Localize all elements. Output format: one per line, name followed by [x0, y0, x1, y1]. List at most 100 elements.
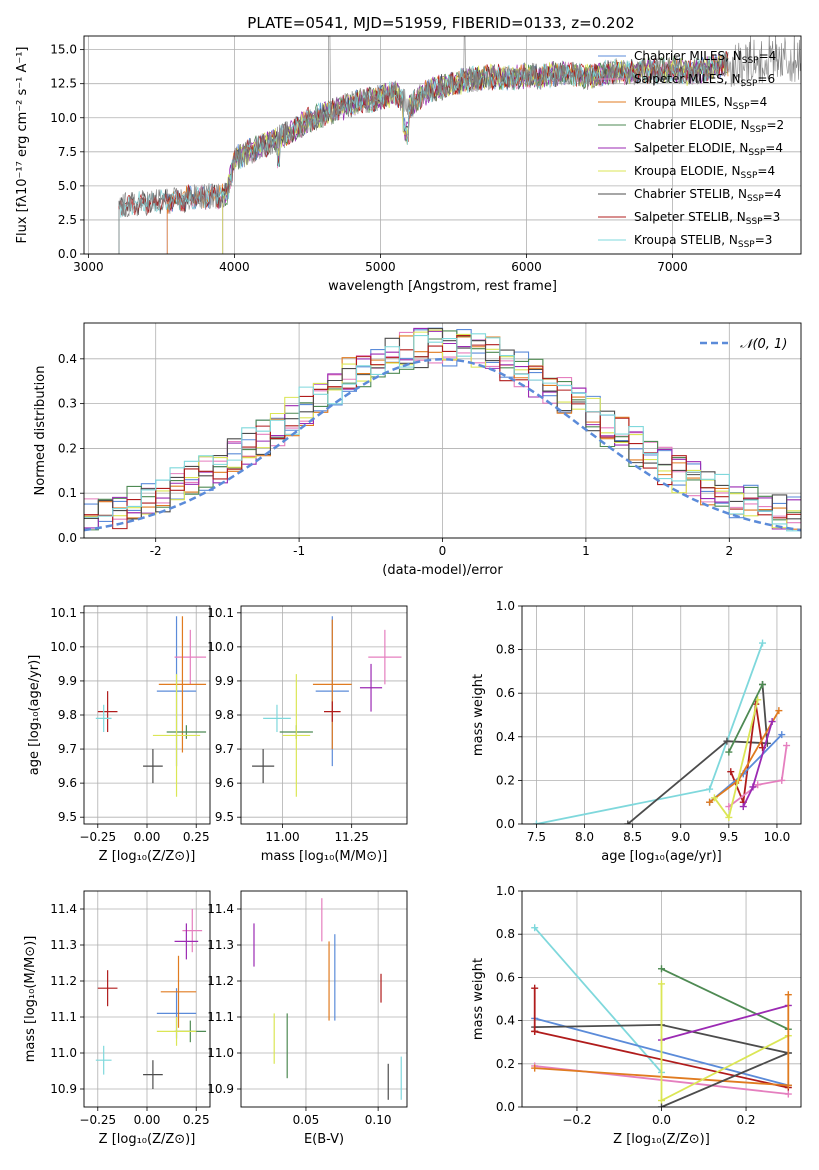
legend-nssp-prefix: , N — [724, 72, 741, 86]
x-tick-label: 0.00 — [134, 1113, 161, 1127]
legend-entry: Salpeter STELIB, NSSP=3 — [634, 210, 780, 227]
mass-weight-marker — [784, 1090, 792, 1098]
histogram-step-line — [84, 329, 801, 529]
y-axis-label: mass weight — [471, 958, 486, 1040]
mass-weight-marker — [532, 820, 540, 824]
y-tick-label: 9.8 — [58, 708, 77, 722]
legend-entry: 𝒩(0, 1) — [740, 337, 787, 352]
massweight_vs_Z-ticks: −0.2 0.0 0.2 0.0 0.2 0.4 0.6 0.8 1.0 — [496, 884, 756, 1127]
legend-model-name: Kroupa STELIB — [634, 233, 721, 247]
legend-nssp-value: =4 — [759, 49, 777, 63]
mass-weight-marker — [531, 924, 539, 932]
spectrum-observed-line — [118, 36, 801, 254]
mass-weight-marker — [723, 737, 731, 745]
legend-model-name: Salpeter ELODIE — [634, 141, 732, 155]
age_vs_mass-grid — [241, 606, 407, 824]
x-axis-label: E(B-V) — [304, 1132, 344, 1147]
legend-nssp-value: =2 — [766, 118, 784, 132]
y-tick-label: 0.2 — [496, 773, 515, 787]
legend-model-name: Kroupa MILES — [634, 95, 716, 109]
mass-weight-marker — [725, 813, 733, 821]
y-tick-label: 0.0 — [58, 531, 77, 545]
massweight_vs_age-grid — [522, 605, 801, 825]
mass-weight-marker — [658, 980, 665, 988]
mass-weight-series-line — [661, 967, 789, 1031]
y-tick-label: 10.0 — [207, 640, 234, 654]
x-tick-label: 1 — [582, 544, 590, 558]
mass-weight-marker — [531, 1027, 539, 1035]
error-bar-point — [97, 691, 118, 733]
y-tick-label: 0.4 — [496, 1014, 515, 1028]
legend-nssp-prefix: , N — [733, 118, 750, 132]
x-tick-label: −0.2 — [562, 1113, 591, 1127]
legend-nssp-prefix: , N — [732, 141, 749, 155]
y-tick-label: 0.0 — [496, 1100, 515, 1114]
x-tick-label: 9.0 — [671, 830, 690, 844]
y-tick-label: 10.0 — [50, 640, 77, 654]
error-bar-point — [160, 955, 197, 1028]
y-tick-label: 0.0 — [496, 817, 515, 831]
y-tick-label: 9.5 — [58, 810, 77, 824]
y-tick-label: 0.4 — [58, 352, 77, 366]
x-axis-label: Z [log₁₀(Z/Z⊙)] — [99, 849, 196, 864]
mass-weight-marker — [706, 785, 714, 793]
y-tick-label: 9.6 — [58, 776, 77, 790]
mass-weight-marker — [759, 680, 767, 688]
y-tick-label: 0.8 — [496, 927, 515, 941]
error-bar-point — [158, 616, 207, 753]
y-tick-label: 11.3 — [207, 938, 234, 952]
mass-weight-marker — [658, 965, 665, 973]
x-tick-label: 9.5 — [719, 830, 738, 844]
error-bar-point — [156, 1017, 197, 1046]
histogram-step-line — [84, 333, 801, 532]
x-axis-label: age [log₁₀(age/yr)] — [601, 849, 722, 864]
y-tick-label: 9.6 — [215, 776, 234, 790]
histogram-step-line — [84, 334, 801, 530]
legend-nssp-subscript: SSP — [750, 125, 767, 135]
y-tick-label: 0.4 — [496, 730, 515, 744]
legend-model-name: Salpeter STELIB — [634, 210, 729, 224]
y-axis-label: mass weight — [471, 674, 486, 756]
mass-weight-marker — [783, 742, 791, 750]
error-bar-point — [174, 923, 199, 960]
y-tick-label: 0.1 — [58, 486, 77, 500]
error-bar-point — [324, 701, 341, 722]
x-tick-label: 11.00 — [265, 830, 299, 844]
massweight_vs_Z-frame — [521, 890, 802, 1108]
mass_vs_Z-frame — [83, 890, 211, 1108]
residual_histogram-frame — [83, 322, 802, 539]
legend-nssp-value: =4 — [750, 95, 768, 109]
y-tick-label: 1.0 — [496, 599, 515, 613]
x-axis-label: wavelength [Angstrom, rest frame] — [328, 279, 557, 294]
histogram-legend: 𝒩(0, 1) — [700, 337, 787, 352]
y-tick-label: 11.3 — [50, 938, 77, 952]
residual_histogram-ticks: -2 -1 0 1 2 0.0 0.1 0.2 0.3 0.4 — [58, 352, 733, 558]
y-tick-label: 10.1 — [50, 606, 77, 620]
mass-weight-series-line — [728, 745, 788, 808]
error-bar-point — [263, 704, 291, 733]
x-tick-label: 11.25 — [334, 830, 368, 844]
figure-title: PLATE=0541, MJD=51959, FIBERID=0133, z=0… — [247, 14, 634, 32]
legend-nssp-prefix: , N — [729, 210, 746, 224]
error-bar-point — [97, 970, 118, 1007]
legend-nssp-prefix: , N — [725, 49, 742, 63]
y-axis-label: age [log₁₀(age/yr)] — [27, 655, 42, 776]
error-bar-point — [312, 619, 352, 750]
error-bar-point — [95, 704, 112, 733]
x-tick-label: 8.5 — [623, 830, 642, 844]
massweight_vs_age-plot-area — [532, 639, 791, 824]
y-tick-label: 15.0 — [50, 43, 77, 57]
y-tick-label: 9.5 — [215, 810, 234, 824]
error-bar-point — [368, 629, 402, 685]
y-tick-label: 0.6 — [496, 686, 515, 700]
legend-nssp-subscript: SSP — [733, 102, 750, 112]
y-tick-label: 0.8 — [496, 643, 515, 657]
y-tick-label: 9.8 — [215, 708, 234, 722]
y-tick-label: 11.2 — [207, 974, 234, 988]
x-tick-label: 0.10 — [365, 1113, 392, 1127]
error-bar-point — [143, 1060, 163, 1089]
mass-weight-marker — [784, 1081, 792, 1089]
x-tick-label: 7000 — [657, 260, 688, 274]
